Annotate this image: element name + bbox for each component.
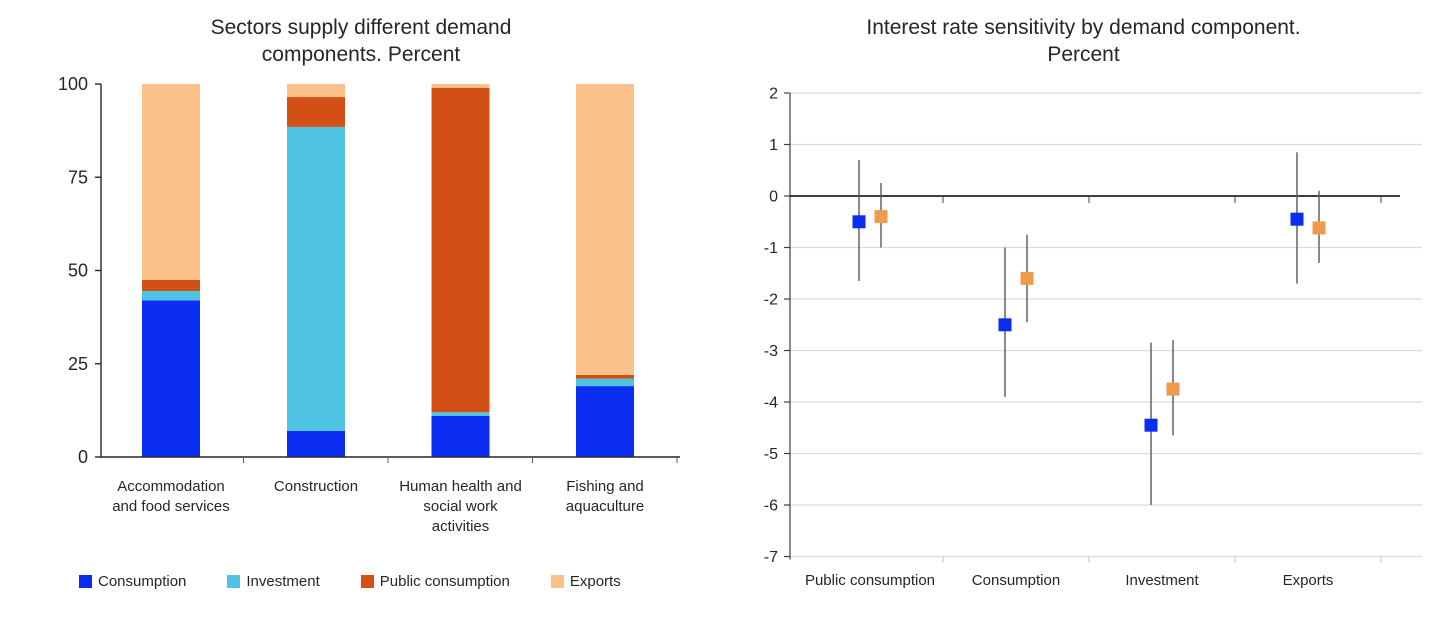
bar-segment	[576, 378, 634, 387]
legend-swatch-public-consumption	[360, 575, 374, 588]
gridlines	[790, 92, 1422, 558]
bar-segment	[431, 415, 490, 457]
chart-text: Accommodation	[117, 478, 225, 495]
chart-text: social work	[423, 498, 498, 515]
marker-blue	[998, 318, 1012, 332]
bar-segment	[431, 84, 490, 88]
chart-text: activities	[432, 518, 490, 535]
chart-text: 1	[769, 137, 778, 154]
chart-text: 100	[58, 74, 88, 94]
marker-blue	[1144, 418, 1158, 432]
x-axis	[101, 456, 680, 463]
chart-text: 0	[769, 189, 778, 206]
bar-segment	[142, 84, 200, 280]
chart-text: -5	[764, 446, 778, 463]
stacked-bar-chart: 0 25 50 75 100 Accommodation and food services…	[58, 74, 680, 535]
error-bar-chart: 2 1 0 -1 -2 -3 -4 -5 -6 -7 Public consumption Consu…	[764, 86, 1422, 589]
bar-segment	[142, 291, 200, 301]
chart-text: Public consumption	[805, 572, 935, 589]
bar-segment	[142, 300, 200, 457]
bar-segment	[287, 84, 345, 98]
left-chart-title: Sectors supply different demand componen…	[0, 14, 722, 68]
bar-segment	[287, 430, 345, 457]
x-axis-zero-line	[790, 195, 1400, 563]
chart-text: 75	[68, 167, 88, 187]
left-chart-title-line1: Sectors supply different demand	[210, 16, 512, 39]
right-chart-title-line2: Percent	[1047, 43, 1120, 66]
chart-text: -7	[764, 549, 778, 566]
legend-label-exports: Exports	[569, 573, 621, 590]
marker-blue	[1290, 212, 1304, 226]
chart-text: 2	[769, 86, 778, 103]
chart-text: 50	[68, 261, 88, 281]
bar-segment	[431, 87, 490, 413]
left-chart-title-line2: components. Percent	[261, 43, 461, 66]
chart-text: -4	[764, 395, 778, 412]
bar-segment	[142, 279, 200, 292]
chart-text: and food services	[112, 498, 230, 515]
bar-segment	[287, 97, 345, 127]
marker-blue	[852, 215, 866, 229]
bar-segment	[576, 374, 634, 379]
chart-text: -1	[764, 240, 778, 257]
chart-text: -6	[764, 498, 778, 515]
legend-item-exports: Exports	[550, 573, 621, 590]
marker-orange	[874, 210, 888, 224]
bar-segment	[431, 412, 490, 416]
chart-text: Exports	[1283, 572, 1334, 589]
chart-text: -3	[764, 343, 778, 360]
y-axis: 2 1 0 -1 -2 -3 -4 -5 -6 -7	[764, 86, 791, 566]
y-axis: 0 25 50 75 100	[58, 74, 102, 467]
legend-label-public-consumption: Public consumption	[379, 573, 510, 590]
legend-swatch-investment	[227, 575, 241, 588]
chart-text: Construction	[274, 478, 358, 495]
bar-segment	[576, 386, 634, 457]
bar-segment	[287, 126, 345, 431]
legend-item-investment: Investment	[227, 573, 320, 590]
legend-item-public-consumption: Public consumption	[360, 573, 510, 590]
legend-label-investment: Investment	[246, 573, 320, 590]
chart-text: aquaculture	[566, 498, 644, 515]
bar-segment	[576, 84, 634, 375]
legend-swatch-exports	[550, 575, 564, 588]
legend-item-consumption: Consumption	[79, 573, 186, 590]
chart-text: Investment	[1125, 572, 1199, 589]
category-labels: Accommodation and food services Constructi…	[112, 478, 644, 535]
right-chart-title: Interest rate sensitivity by demand comp…	[722, 14, 1445, 68]
right-chart-panel: Interest rate sensitivity by demand comp…	[722, 0, 1445, 618]
chart-text: Human health and	[399, 478, 522, 495]
marker-orange	[1312, 221, 1326, 235]
chart-text: -2	[764, 292, 778, 309]
legend-label-consumption: Consumption	[98, 573, 187, 590]
marker-orange	[1166, 382, 1180, 396]
category-labels: Public consumption Consumption Investment E…	[805, 572, 1333, 589]
error-bars	[858, 152, 1320, 505]
chart-legend: Consumption Investment Public consumptio…	[79, 573, 621, 590]
chart-text: 0	[78, 447, 88, 467]
right-chart-title-line1: Interest rate sensitivity by demand comp…	[866, 16, 1301, 39]
stacked-bars	[142, 84, 634, 457]
marker-orange	[1020, 271, 1034, 285]
left-chart-panel: Sectors supply different demand componen…	[0, 0, 722, 618]
chart-text: Fishing and	[566, 478, 644, 495]
chart-text: Consumption	[972, 572, 1060, 589]
chart-text: 25	[68, 354, 88, 374]
markers	[852, 210, 1326, 432]
legend-swatch-consumption	[79, 575, 92, 588]
